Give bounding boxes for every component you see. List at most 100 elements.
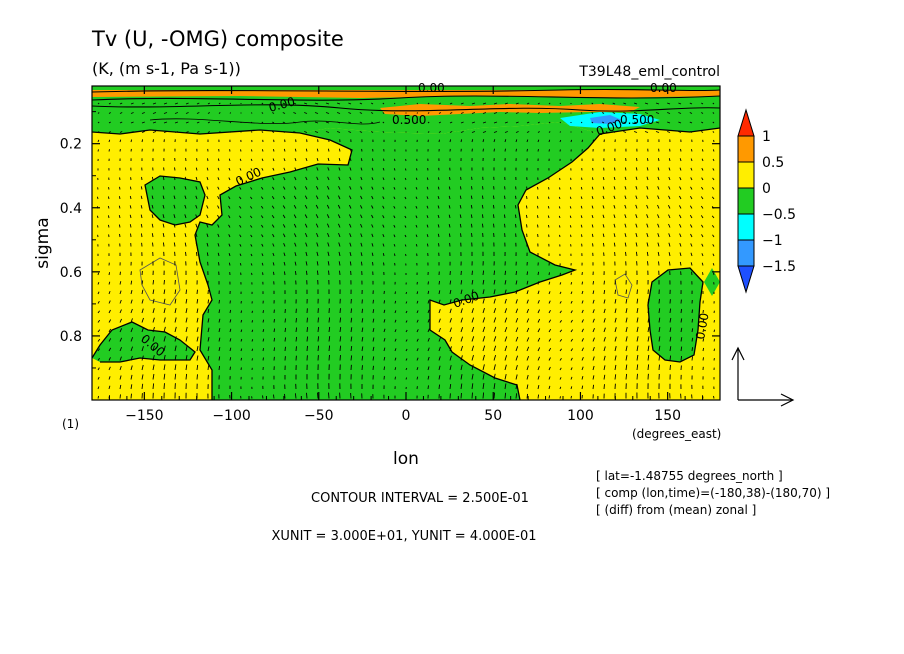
wind-vector bbox=[493, 317, 497, 323]
wind-vector bbox=[151, 223, 154, 228]
wind-vector bbox=[283, 167, 286, 171]
wind-vector bbox=[515, 299, 518, 304]
wind-vector bbox=[548, 291, 551, 295]
wind-vector bbox=[350, 355, 353, 361]
wind-vector bbox=[427, 375, 430, 380]
wind-vector bbox=[526, 365, 529, 371]
wind-vector bbox=[272, 121, 275, 124]
wind-vector bbox=[185, 345, 188, 352]
y-axis: 0.2 0.4 0.6 0.8 bbox=[60, 111, 720, 401]
wind-vector bbox=[460, 280, 463, 285]
wind-vector bbox=[481, 204, 484, 209]
wind-vector bbox=[471, 131, 476, 133]
wind-vector bbox=[526, 224, 528, 228]
wind-vector bbox=[526, 337, 530, 342]
wind-vector bbox=[382, 121, 385, 124]
wind-vector bbox=[328, 317, 331, 323]
wind-vector bbox=[327, 232, 330, 238]
wind-vector bbox=[493, 345, 497, 352]
wind-vector bbox=[314, 102, 319, 105]
wind-vector bbox=[141, 346, 144, 352]
wind-vector bbox=[251, 329, 254, 333]
wind-vector bbox=[394, 131, 396, 133]
wind-vector bbox=[427, 281, 429, 285]
wind-vector bbox=[229, 347, 232, 352]
wind-vector bbox=[602, 176, 605, 181]
wind-vector bbox=[196, 299, 199, 304]
wind-vector bbox=[163, 354, 166, 361]
wind-vector bbox=[437, 195, 440, 200]
wind-vector bbox=[655, 131, 660, 133]
wind-vector bbox=[272, 233, 275, 238]
wind-vector bbox=[438, 318, 441, 323]
wind-vector bbox=[360, 223, 363, 228]
wind-vector bbox=[371, 205, 374, 209]
wind-vector bbox=[658, 364, 660, 371]
wind-vector bbox=[130, 393, 132, 399]
wind-vector bbox=[680, 337, 683, 342]
wind-vector bbox=[657, 176, 660, 181]
wind-vector bbox=[437, 233, 440, 238]
wind-vector bbox=[559, 272, 561, 276]
wind-vector bbox=[372, 356, 375, 361]
wind-vector bbox=[657, 195, 660, 200]
wind-vector bbox=[294, 148, 297, 152]
wind-vector bbox=[537, 318, 541, 323]
wind-vector bbox=[229, 121, 232, 124]
wind-vector bbox=[647, 317, 650, 323]
wind-vector bbox=[471, 112, 476, 114]
wind-vector bbox=[195, 214, 198, 219]
wind-vector bbox=[460, 364, 463, 371]
wind-vector bbox=[504, 223, 506, 228]
wind-vector bbox=[284, 393, 286, 399]
wind-vector bbox=[206, 224, 209, 228]
wind-vector bbox=[625, 364, 628, 371]
wind-vector bbox=[207, 158, 209, 162]
wind-vector bbox=[394, 367, 397, 371]
wind-vector bbox=[644, 131, 649, 133]
wind-vector bbox=[97, 329, 101, 333]
wind-vector bbox=[338, 167, 341, 171]
wind-vector bbox=[173, 223, 176, 228]
wind-vector bbox=[504, 298, 507, 304]
wind-vector bbox=[667, 131, 671, 133]
wind-vector bbox=[581, 309, 584, 314]
wind-vector bbox=[613, 214, 616, 219]
wind-vector bbox=[261, 186, 264, 190]
wind-vector bbox=[625, 355, 628, 361]
wind-vector bbox=[701, 224, 704, 228]
wind-vector bbox=[207, 365, 210, 371]
wind-vector bbox=[394, 112, 396, 114]
wind-vector bbox=[272, 112, 275, 114]
wind-vector bbox=[416, 338, 419, 342]
wind-vector bbox=[515, 148, 517, 152]
wind-vector bbox=[427, 300, 430, 304]
wind-vector bbox=[636, 289, 638, 295]
wind-vector bbox=[107, 205, 110, 209]
x-unit-note: (degrees_east) bbox=[632, 427, 721, 441]
wind-vector bbox=[141, 308, 144, 314]
wind-vector bbox=[295, 346, 297, 352]
wind-vector bbox=[394, 348, 397, 352]
wind-vector bbox=[515, 223, 517, 228]
wind-vector bbox=[217, 243, 220, 247]
wind-vector bbox=[657, 186, 660, 190]
wind-vector bbox=[360, 233, 363, 238]
wind-vector bbox=[482, 186, 484, 190]
wind-vector bbox=[448, 233, 451, 238]
wind-vector bbox=[449, 327, 452, 333]
wind-vector bbox=[481, 223, 484, 228]
wind-vector bbox=[130, 327, 134, 333]
wind-vector bbox=[712, 234, 715, 238]
wind-vector bbox=[206, 233, 209, 238]
wind-vector bbox=[592, 328, 595, 333]
wind-vector bbox=[493, 121, 498, 124]
wind-vector bbox=[314, 112, 319, 114]
wind-vector bbox=[119, 102, 123, 105]
wind-vector bbox=[581, 338, 584, 342]
wind-vector bbox=[416, 291, 419, 295]
wind-vector bbox=[370, 112, 374, 114]
wind-vector bbox=[206, 252, 209, 257]
wind-vector bbox=[559, 367, 562, 371]
wind-vector bbox=[272, 186, 275, 190]
